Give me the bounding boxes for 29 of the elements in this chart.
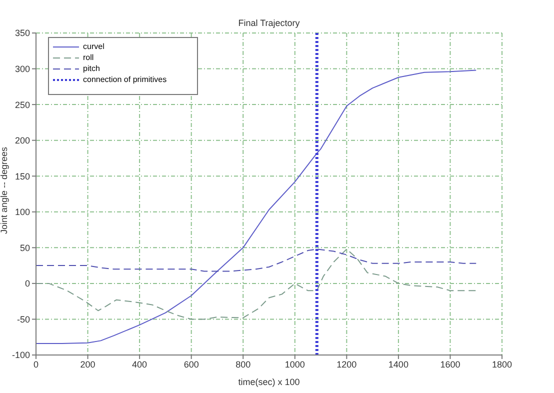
y-tick-label: -100 (12, 350, 30, 360)
x-tick-label: 1000 (284, 359, 305, 370)
y-tick-label: 300 (14, 64, 30, 74)
legend-label: roll (83, 53, 94, 62)
y-tick-label: 50 (20, 242, 30, 253)
y-tick-label: 100 (14, 207, 30, 218)
x-tick-label: 400 (132, 359, 148, 370)
legend-label: pitch (83, 64, 100, 73)
x-tick-label: 1400 (388, 359, 408, 370)
legend-label: curvel (83, 42, 104, 51)
legend-label: connection of primitives (83, 75, 167, 84)
x-tick-label: 200 (80, 359, 96, 370)
y-tick-label: 200 (14, 136, 30, 146)
x-tick-label: 1800 (492, 359, 512, 370)
y-tick-label: -50 (16, 314, 30, 324)
y-tick-label: 0 (24, 278, 30, 289)
y-tick-label: 250 (14, 100, 30, 110)
x-tick-label: 600 (184, 359, 199, 370)
x-tick-label: 800 (236, 359, 251, 370)
y-tick-label: 350 (14, 28, 30, 38)
line-series (36, 248, 477, 320)
line-series (36, 248, 477, 272)
x-tick-label: 1200 (336, 359, 357, 370)
x-tick-label: 1600 (440, 359, 460, 370)
x-axis-title: time(sec) x 100 (238, 377, 300, 387)
y-axis-title: Joint angle -- degrees (0, 146, 10, 234)
chart-title: Final Trajectory (237, 18, 301, 28)
x-tick-label: 0 (33, 359, 39, 370)
y-tick-label: 150 (14, 171, 30, 182)
